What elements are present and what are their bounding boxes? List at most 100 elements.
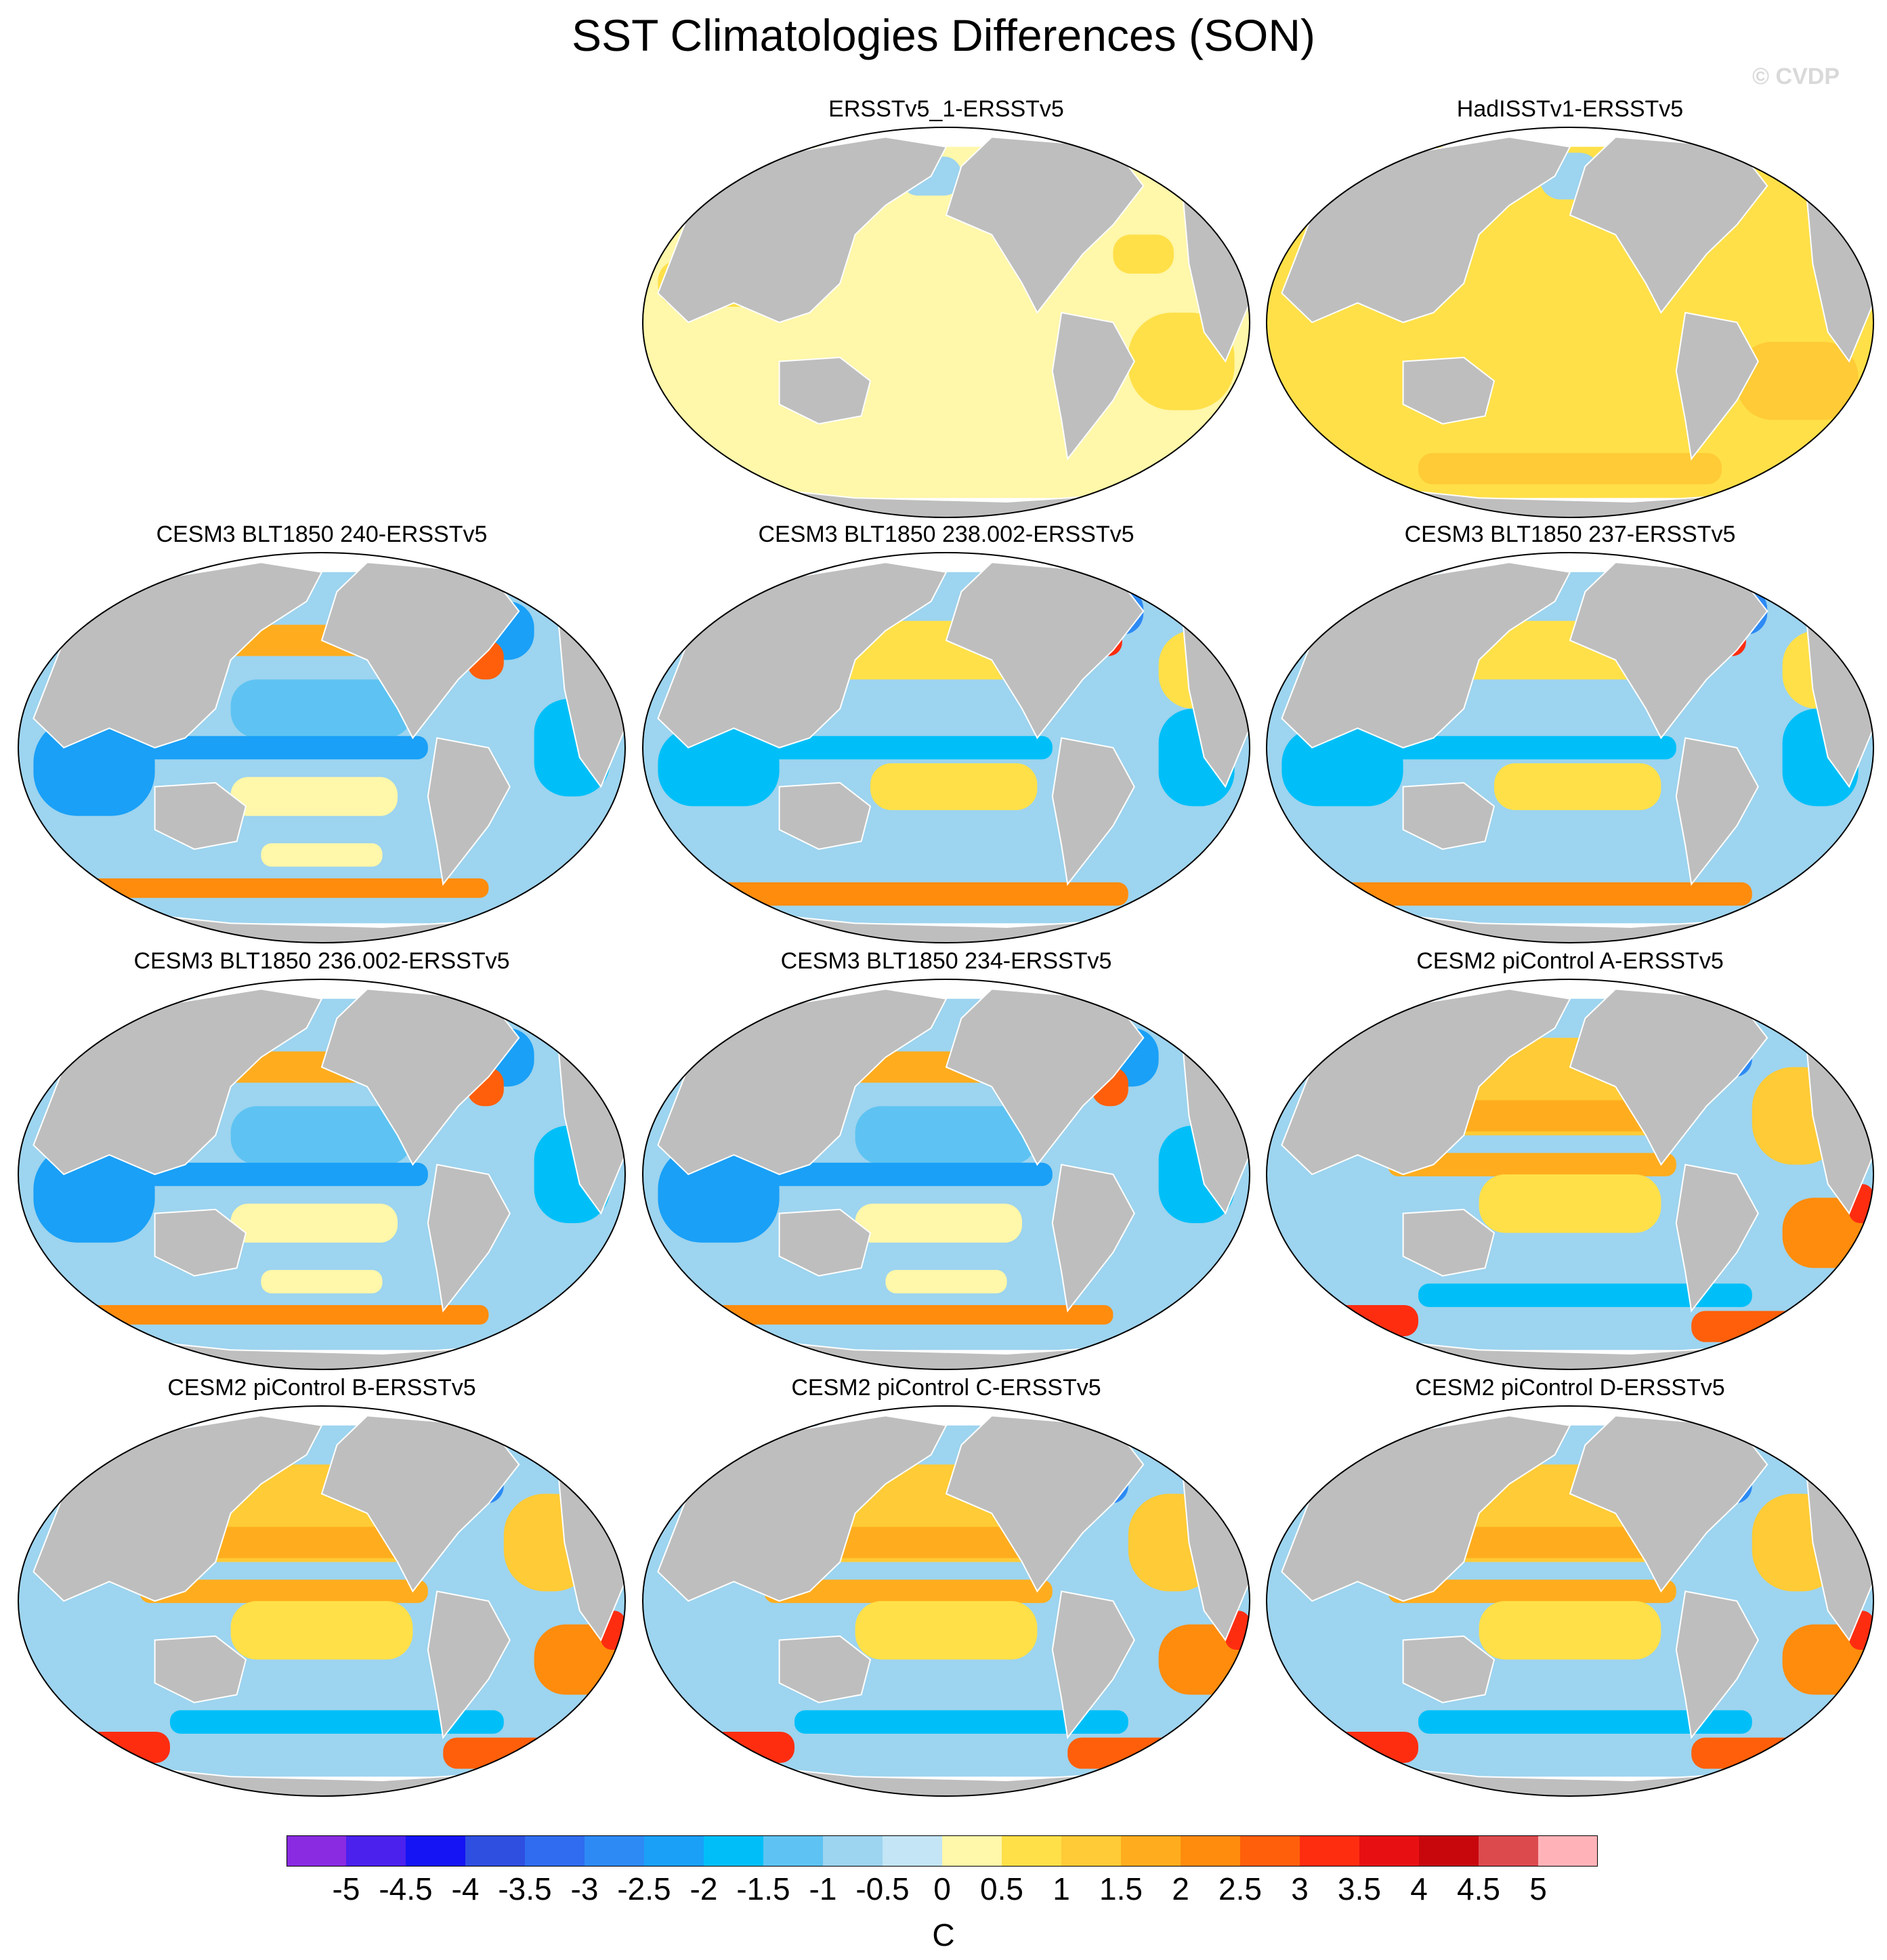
watermark: © CVDP bbox=[1752, 64, 1840, 89]
sst-anomaly-region bbox=[1388, 1579, 1676, 1603]
sst-anomaly-region bbox=[230, 777, 398, 816]
sst-anomaly-region bbox=[1158, 1624, 1244, 1695]
sst-anomaly-region bbox=[1418, 1710, 1752, 1734]
colorbar-swatch bbox=[823, 1835, 883, 1867]
colorbar-swatch bbox=[525, 1835, 585, 1867]
map-outline bbox=[642, 552, 1250, 943]
robinson-map bbox=[1266, 127, 1874, 518]
land-mass bbox=[154, 782, 247, 850]
colorbar-swatch bbox=[1419, 1835, 1479, 1867]
map-outline bbox=[1266, 552, 1874, 943]
sst-anomaly-region bbox=[140, 1579, 428, 1603]
colorbar-tick-label: 4.5 bbox=[1457, 1871, 1500, 1906]
sst-anomaly-region bbox=[1388, 736, 1676, 760]
sst-anomaly-region bbox=[170, 1710, 504, 1734]
map-outline bbox=[1266, 127, 1874, 518]
colorbar bbox=[287, 1835, 1598, 1867]
colorbar-tick-label: 5 bbox=[1529, 1871, 1547, 1906]
robinson-map bbox=[1266, 979, 1874, 1370]
land-mass bbox=[778, 782, 872, 850]
sst-anomaly-region bbox=[1433, 1100, 1661, 1132]
map-panel: CESM2 piControl A-ERSSTv5 bbox=[1258, 948, 1882, 1382]
colorbar-swatch bbox=[1479, 1835, 1538, 1867]
sst-anomaly-region bbox=[64, 878, 489, 898]
map-panel: HadISSTv1-ERSSTv5 bbox=[1258, 96, 1882, 530]
panel-title: CESM3 BLT1850 237-ERSSTv5 bbox=[1404, 521, 1736, 547]
map-panel: CESM3 BLT1850 236.002-ERSSTv5 bbox=[10, 948, 633, 1382]
robinson-map bbox=[18, 979, 626, 1370]
sst-anomaly-region bbox=[230, 1601, 413, 1660]
panel-title: CESM3 BLT1850 240-ERSSTv5 bbox=[156, 521, 488, 547]
land-mass bbox=[154, 1208, 247, 1277]
sst-anomaly-region bbox=[261, 1270, 383, 1294]
land-mass bbox=[427, 1590, 511, 1740]
panel-title: CESM2 piControl D-ERSSTv5 bbox=[1415, 1375, 1725, 1401]
colorbar-swatch bbox=[763, 1835, 823, 1867]
map-outline bbox=[18, 552, 626, 943]
figure-title: SST Climatologies Differences (SON) bbox=[572, 10, 1315, 60]
map-outline bbox=[642, 979, 1250, 1370]
colorbar-tick-label: -3.5 bbox=[498, 1871, 552, 1906]
map-outline bbox=[18, 979, 626, 1370]
map-outline bbox=[642, 1405, 1250, 1797]
colorbar-tick-label: -4 bbox=[451, 1871, 480, 1906]
sst-anomaly-region bbox=[64, 1304, 489, 1325]
sst-field bbox=[18, 561, 625, 943]
land-mass bbox=[1402, 1208, 1496, 1277]
sst-anomaly-region bbox=[1691, 1737, 1844, 1769]
sst-anomaly-region bbox=[48, 1731, 170, 1764]
sst-anomaly-region bbox=[870, 763, 1038, 811]
land-mass bbox=[1569, 561, 1768, 740]
colorbar-swatch bbox=[644, 1835, 704, 1867]
robinson-map bbox=[642, 979, 1250, 1370]
sst-field bbox=[1267, 561, 1873, 943]
land-mass bbox=[1675, 312, 1759, 461]
panel-title: CESM2 piControl B-ERSSTv5 bbox=[167, 1375, 476, 1401]
sst-anomaly-region bbox=[1388, 1153, 1676, 1176]
panel-title: ERSSTv5_1-ERSSTv5 bbox=[828, 96, 1064, 122]
sst-anomaly-region bbox=[1113, 234, 1174, 274]
colorbar-tick-label: -1 bbox=[809, 1871, 837, 1906]
colorbar-unit: C bbox=[932, 1917, 955, 1953]
colorbar-tick-label: -2 bbox=[690, 1871, 718, 1906]
sst-anomaly-region bbox=[1296, 1304, 1418, 1337]
sst-field bbox=[643, 561, 1250, 943]
land-mass bbox=[1051, 1590, 1135, 1740]
sst-anomaly-region bbox=[688, 1304, 1114, 1325]
sst-anomaly-region bbox=[855, 1601, 1038, 1660]
sst-anomaly-region bbox=[230, 1203, 398, 1243]
colorbar-tick-label: 4 bbox=[1410, 1871, 1428, 1906]
sst-anomaly-region bbox=[885, 1270, 1007, 1294]
robinson-map bbox=[18, 552, 626, 943]
colorbar-swatch bbox=[287, 1835, 346, 1867]
land-mass bbox=[320, 988, 520, 1166]
sst-field bbox=[18, 1415, 625, 1796]
map-panel: CESM2 piControl B-ERSSTv5 bbox=[10, 1375, 633, 1808]
map-outline bbox=[1266, 979, 1874, 1370]
map-outline bbox=[1266, 1405, 1874, 1797]
sst-anomaly-region bbox=[185, 1527, 413, 1558]
sst-anomaly-region bbox=[794, 1710, 1128, 1734]
sst-anomaly-region bbox=[261, 843, 383, 867]
colorbar-tick-label: -3 bbox=[570, 1871, 599, 1906]
colorbar-swatch bbox=[1121, 1835, 1181, 1867]
land-mass bbox=[1402, 356, 1496, 425]
sst-anomaly-region bbox=[1418, 452, 1722, 485]
land-mass bbox=[1051, 312, 1135, 461]
sst-anomaly-region bbox=[673, 1731, 794, 1764]
robinson-map bbox=[642, 552, 1250, 943]
sst-field bbox=[1267, 136, 1873, 517]
sst-anomaly-region bbox=[764, 1579, 1053, 1603]
panel-title: CESM3 BLT1850 236.002-ERSSTv5 bbox=[133, 948, 510, 974]
colorbar-tick-label: 3 bbox=[1291, 1871, 1309, 1906]
sst-anomaly-region bbox=[855, 1106, 1038, 1165]
land-mass bbox=[1051, 737, 1135, 887]
sst-field bbox=[18, 988, 625, 1369]
colorbar-tick-label: 3.5 bbox=[1338, 1871, 1381, 1906]
land-mass bbox=[1675, 1164, 1759, 1313]
colorbar-tick-label: -1.5 bbox=[736, 1871, 790, 1906]
land-mass bbox=[1569, 988, 1768, 1166]
sst-anomaly-region bbox=[855, 1203, 1022, 1243]
colorbar-swatch bbox=[406, 1835, 465, 1867]
land-mass bbox=[1402, 1635, 1496, 1703]
